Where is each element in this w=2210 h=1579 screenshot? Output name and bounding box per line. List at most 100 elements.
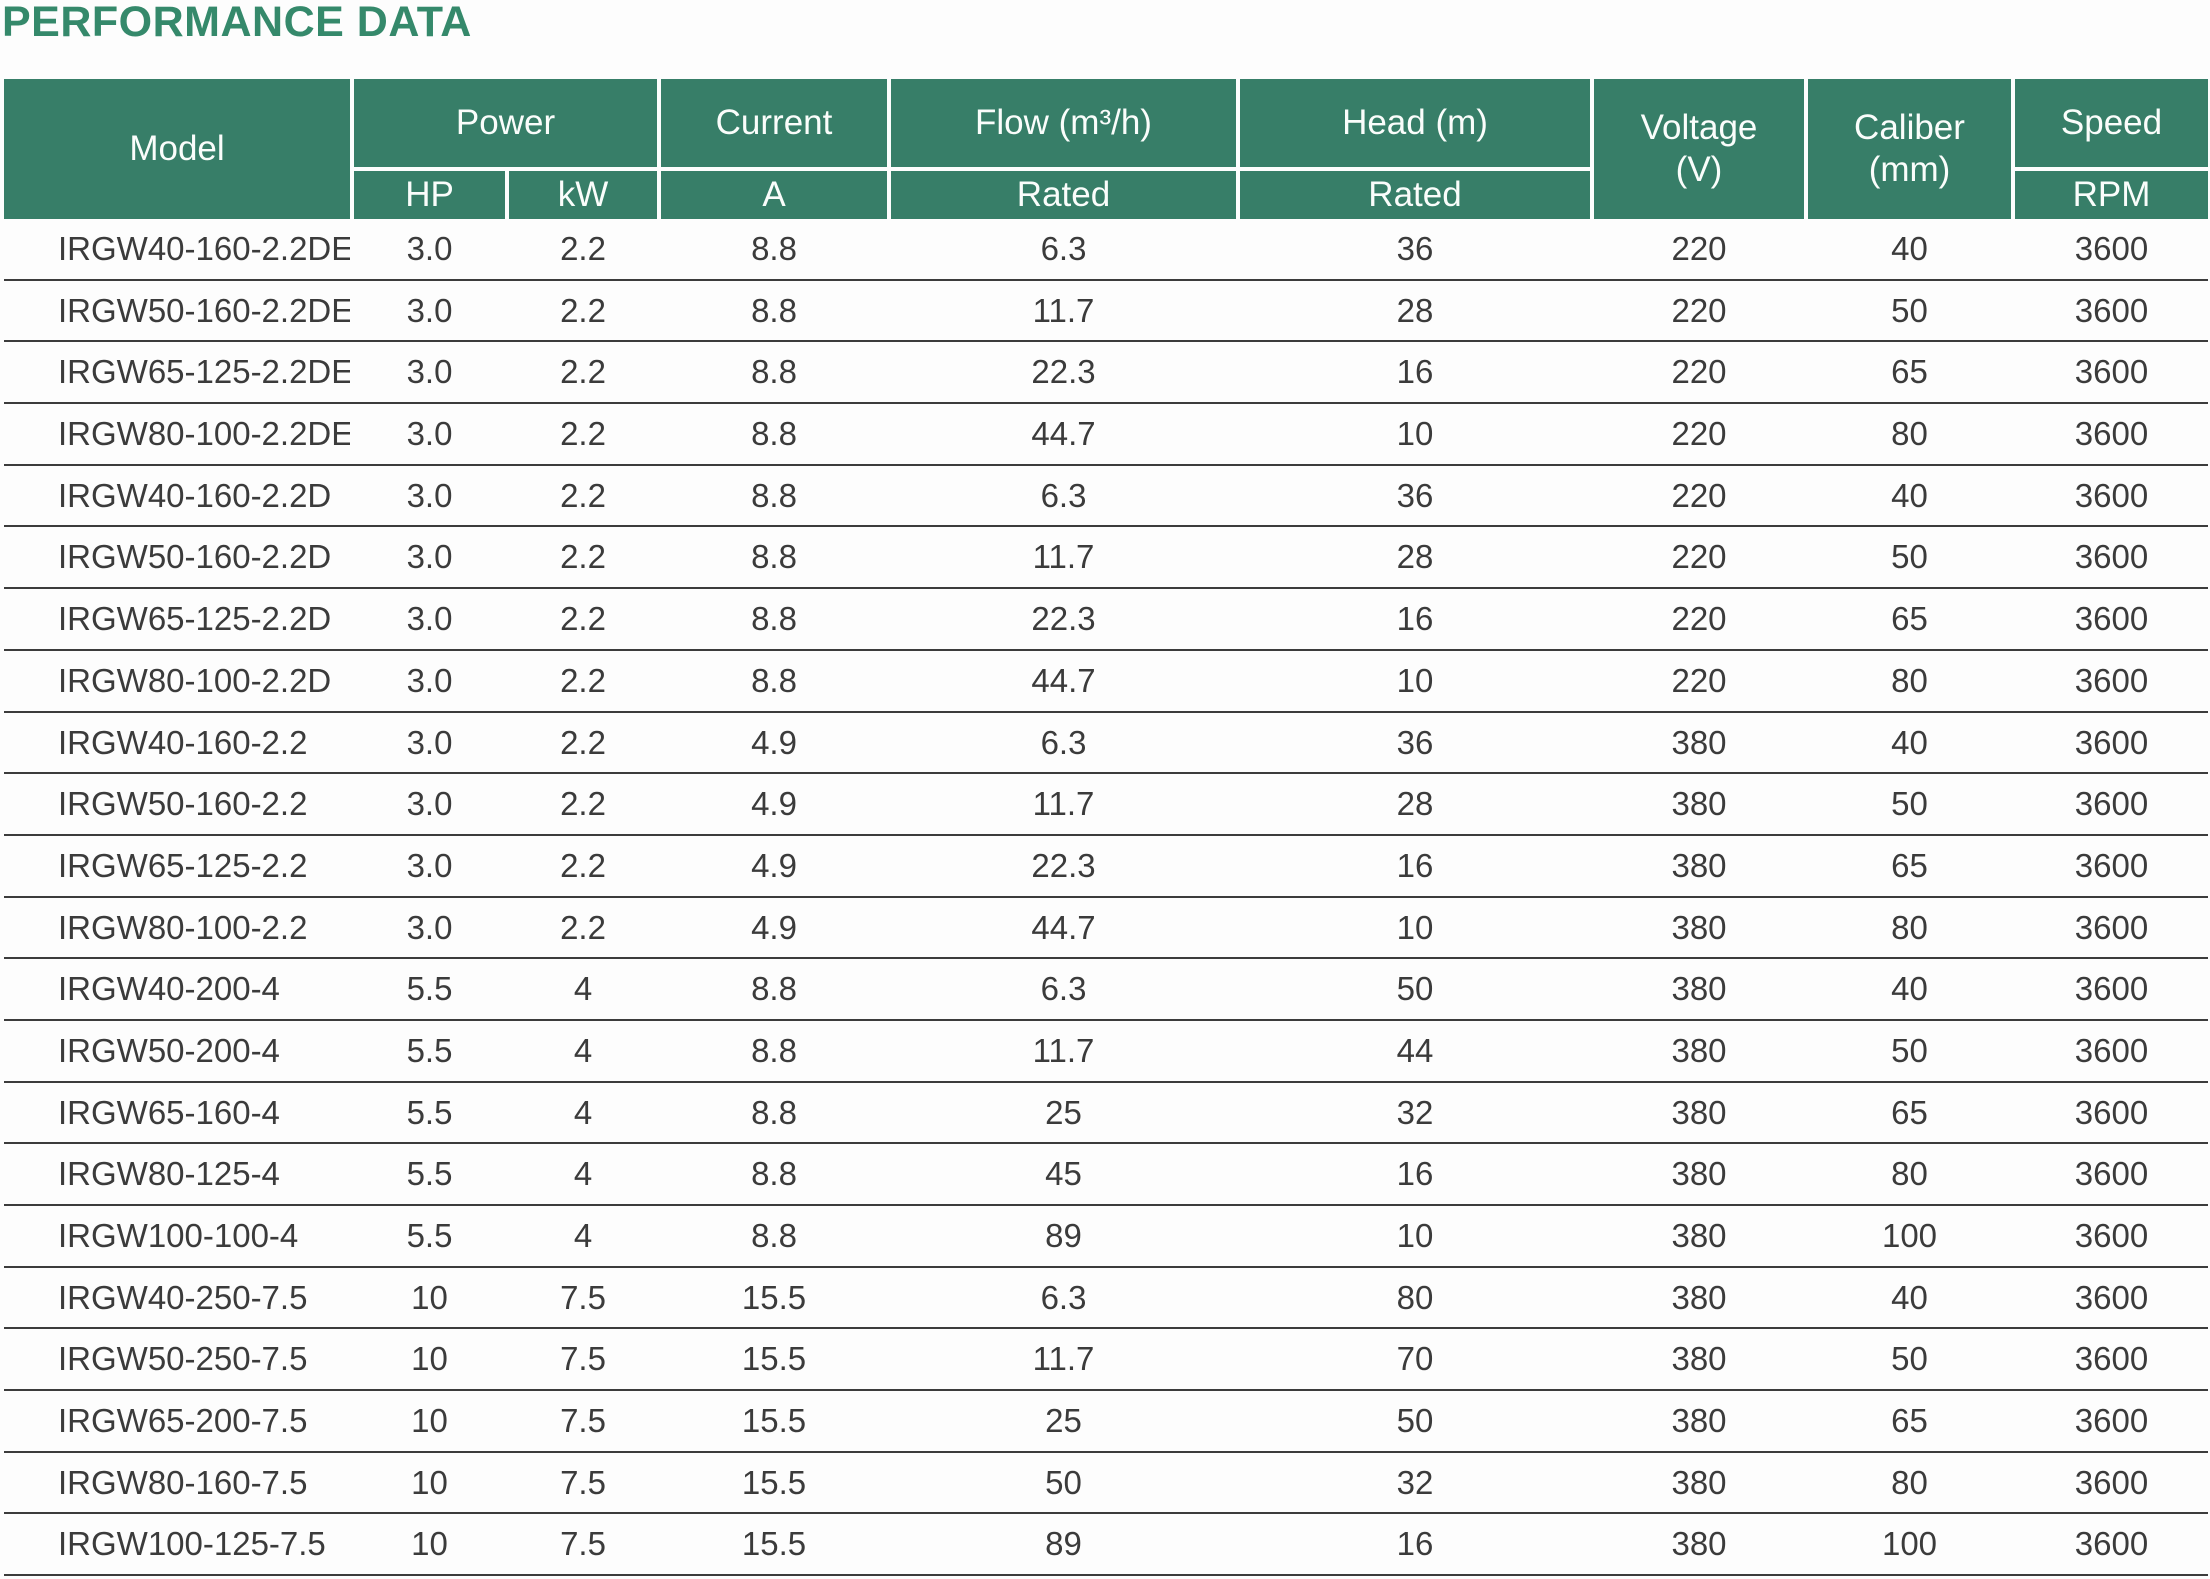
cell-speed: 3600 [2074, 1525, 2149, 1563]
cell-caliber: 80 [1891, 661, 1928, 699]
cell-head-rated: 28 [1396, 538, 1434, 576]
cell-model: IRGW40-250-7.5 [58, 1278, 308, 1316]
cell-current-a: 8.8 [751, 1217, 797, 1254]
cell-power-kw: 4 [573, 1155, 593, 1193]
cell-flow-rated: 11.7 [1032, 785, 1095, 823]
cell-voltage: 380 [1671, 1155, 1727, 1193]
header-caliber-unit: (mm) [1868, 150, 1951, 189]
header-model: Model [4, 79, 350, 219]
header-flow-rated: Rated [891, 171, 1236, 219]
cell-current-a: 8.8 [751, 600, 797, 638]
cell-head-rated: 36 [1396, 723, 1434, 761]
cell-speed: 3600 [2074, 908, 2149, 946]
cell-current-a: 15.5 [741, 1463, 807, 1501]
cell-caliber: 40 [1891, 970, 1928, 1008]
cell-power-hp: 3.0 [406, 538, 453, 576]
table-row: IRGW100-100-4 5.5 4 8.8 89 10 380 100 36… [4, 1206, 2208, 1268]
cell-current-a: 4.9 [751, 908, 797, 946]
cell-power-hp: 5.5 [406, 1217, 453, 1254]
cell-flow-rated: 45 [1045, 1155, 1082, 1193]
cell-caliber: 80 [1891, 908, 1928, 946]
table-row: IRGW50-250-7.5 10 7.5 15.5 11.7 70 380 5… [4, 1329, 2208, 1392]
cell-current-a: 8.8 [751, 661, 797, 699]
cell-flow-rated: 6.3 [1040, 970, 1087, 1008]
cell-model: IRGW100-100-4 [58, 1217, 299, 1254]
cell-caliber: 80 [1891, 415, 1928, 453]
cell-model: IRGW40-160-2.2 [58, 723, 308, 761]
cell-voltage: 220 [1671, 353, 1727, 391]
header-voltage-unit: (V) [1675, 150, 1723, 189]
cell-speed: 3600 [2074, 1402, 2149, 1440]
header-speed-rpm: RPM [2015, 171, 2208, 219]
cell-caliber: 80 [1891, 1155, 1928, 1193]
cell-caliber: 100 [1881, 1525, 1938, 1563]
cell-power-hp: 5.5 [406, 970, 453, 1008]
table-row: IRGW80-100-2.2D 3.0 2.2 8.8 44.7 10 220 … [4, 651, 2208, 713]
cell-head-rated: 16 [1396, 1525, 1434, 1563]
table-row: IRGW40-160-2.2 3.0 2.2 4.9 6.3 36 380 40… [4, 713, 2208, 775]
table-row: IRGW50-160-2.2D 3.0 2.2 8.8 11.7 28 220 … [4, 527, 2208, 590]
cell-flow-rated: 89 [1045, 1525, 1082, 1563]
cell-current-a: 8.8 [751, 1031, 797, 1069]
cell-caliber: 40 [1891, 230, 1928, 267]
cell-power-hp: 5.5 [406, 1093, 453, 1131]
cell-caliber: 50 [1891, 538, 1928, 576]
cell-caliber: 100 [1881, 1217, 1938, 1254]
cell-caliber: 40 [1891, 1278, 1928, 1316]
cell-power-hp: 10 [411, 1278, 448, 1316]
cell-power-hp: 5.5 [406, 1155, 453, 1193]
cell-power-hp: 3.0 [406, 908, 453, 946]
cell-head-rated: 10 [1396, 1217, 1434, 1254]
cell-head-rated: 16 [1396, 353, 1434, 391]
table-row: IRGW40-200-4 5.5 4 8.8 6.3 50 380 40 360… [4, 959, 2208, 1021]
cell-speed: 3600 [2074, 415, 2149, 453]
cell-head-rated: 50 [1396, 970, 1434, 1008]
cell-current-a: 15.5 [741, 1278, 807, 1316]
header-head-rated: Rated [1240, 171, 1590, 219]
cell-power-kw: 2.2 [560, 846, 606, 884]
cell-model: IRGW50-160-2.2DE [58, 291, 350, 329]
cell-power-kw: 2.2 [560, 723, 606, 761]
cell-power-kw: 2.2 [560, 415, 606, 453]
cell-model: IRGW100-125-7.5 [58, 1525, 326, 1563]
cell-power-kw: 2.2 [560, 661, 606, 699]
cell-head-rated: 16 [1396, 1155, 1434, 1193]
cell-flow-rated: 89 [1045, 1217, 1082, 1254]
cell-voltage: 380 [1671, 723, 1727, 761]
cell-power-hp: 10 [411, 1340, 448, 1378]
cell-power-hp: 3.0 [406, 785, 453, 823]
cell-model: IRGW50-200-4 [58, 1031, 280, 1069]
cell-model: IRGW40-200-4 [58, 970, 280, 1008]
table-row: IRGW100-125-7.5 10 7.5 15.5 89 16 380 10… [4, 1514, 2208, 1577]
cell-head-rated: 16 [1396, 846, 1434, 884]
cell-power-kw: 2.2 [560, 353, 606, 391]
cell-head-rated: 32 [1396, 1463, 1434, 1501]
cell-flow-rated: 44.7 [1031, 661, 1096, 699]
cell-power-hp: 10 [411, 1402, 448, 1440]
cell-head-rated: 36 [1396, 230, 1434, 267]
cell-model: IRGW80-160-7.5 [58, 1463, 308, 1501]
cell-flow-rated: 11.7 [1032, 291, 1095, 329]
cell-model: IRGW40-160-2.2D [58, 476, 332, 514]
cell-flow-rated: 22.3 [1031, 353, 1096, 391]
cell-voltage: 380 [1671, 1093, 1727, 1131]
cell-power-kw: 2.2 [560, 476, 606, 514]
cell-model: IRGW65-160-4 [58, 1093, 280, 1131]
cell-model: IRGW50-160-2.2D [58, 538, 332, 576]
header-flow: Flow (m³/h) [891, 79, 1236, 167]
cell-power-hp: 10 [411, 1525, 448, 1563]
cell-current-a: 8.8 [751, 476, 797, 514]
cell-caliber: 80 [1891, 1463, 1928, 1501]
cell-current-a: 8.8 [751, 538, 797, 576]
cell-caliber: 65 [1891, 1093, 1928, 1131]
cell-power-kw: 2.2 [560, 600, 606, 638]
cell-caliber: 50 [1891, 785, 1928, 823]
cell-current-a: 4.9 [751, 723, 797, 761]
cell-current-a: 8.8 [751, 291, 797, 329]
cell-voltage: 380 [1671, 908, 1727, 946]
cell-flow-rated: 11.7 [1032, 1340, 1095, 1378]
cell-power-kw: 4 [573, 970, 593, 1008]
cell-power-kw: 2.2 [560, 908, 606, 946]
cell-speed: 3600 [2074, 723, 2149, 761]
